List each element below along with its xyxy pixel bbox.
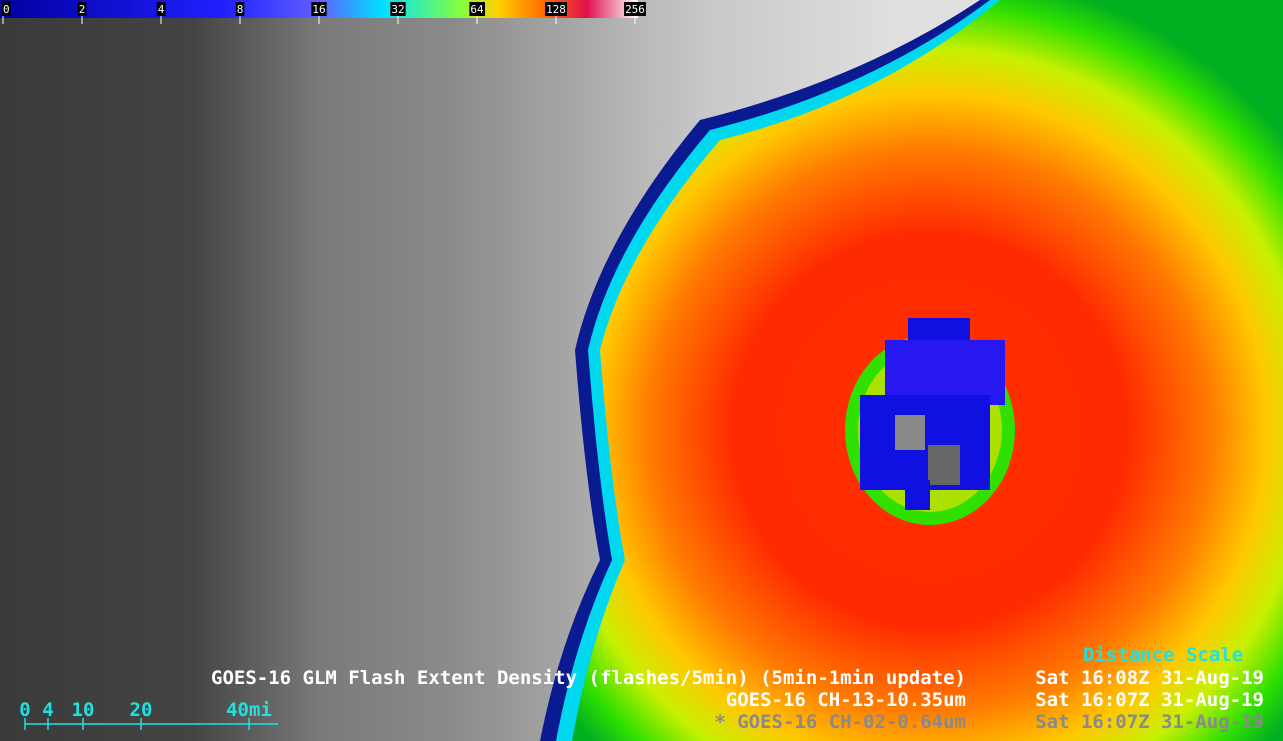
colorbar-label-box <box>235 2 245 16</box>
layer-product: GOES-16 GLM Flash Extent Density (flashe… <box>211 667 966 689</box>
colorbar-label: 64 <box>470 3 484 16</box>
colorbar-label: 8 <box>237 3 244 16</box>
layer-time: Sat 16:07Z 31-Aug-19 <box>1035 711 1264 733</box>
distance-label: 0 <box>19 699 30 721</box>
colorbar-label-box <box>156 2 166 16</box>
flash-pixel <box>905 480 930 510</box>
colorbar-label: 4 <box>158 3 165 16</box>
colorbar-label: 256 <box>625 3 645 16</box>
colorbar-label: 128 <box>546 3 566 16</box>
colorbar-label-box <box>390 2 406 16</box>
colorbar-label-box <box>469 2 485 16</box>
layer-product: GOES-16 CH-13-10.35um <box>726 689 966 711</box>
colorbar-label-box <box>311 2 327 16</box>
glm-flash-area <box>860 318 1005 510</box>
distance-label: 4 <box>42 699 53 721</box>
distance-scale-title: Distance Scale <box>1083 644 1243 666</box>
layer-time: Sat 16:08Z 31-Aug-19 <box>1035 667 1264 689</box>
layer-legend: GOES-16 GLM Flash Extent Density (flashe… <box>211 667 1264 733</box>
distance-label: 10 <box>72 699 95 721</box>
colorbar-label: 32 <box>391 3 404 16</box>
flash-pixel <box>885 340 1005 405</box>
colorbar-label-box <box>77 2 87 16</box>
flash-pixel <box>928 445 960 485</box>
colorbar-label-box <box>624 2 646 16</box>
layer-time: Sat 16:07Z 31-Aug-19 <box>1035 689 1264 711</box>
colorbar-label-box <box>545 2 567 16</box>
colorbar-label: 2 <box>79 3 86 16</box>
colorbar-labels: 0 2 4 8 16 32 64 128 256 <box>2 2 646 24</box>
flash-pixel <box>895 415 925 450</box>
colorbar-label: 16 <box>312 3 325 16</box>
distance-scale-labels: 0 4 10 20 40mi <box>19 699 272 730</box>
layer-product: * GOES-16 CH-02-0.64um <box>714 711 966 733</box>
distance-label: 40mi <box>226 699 272 721</box>
colorbar-label-box <box>2 2 11 16</box>
distance-label: 20 <box>130 699 153 721</box>
colorbar-label: 0 <box>3 3 10 16</box>
